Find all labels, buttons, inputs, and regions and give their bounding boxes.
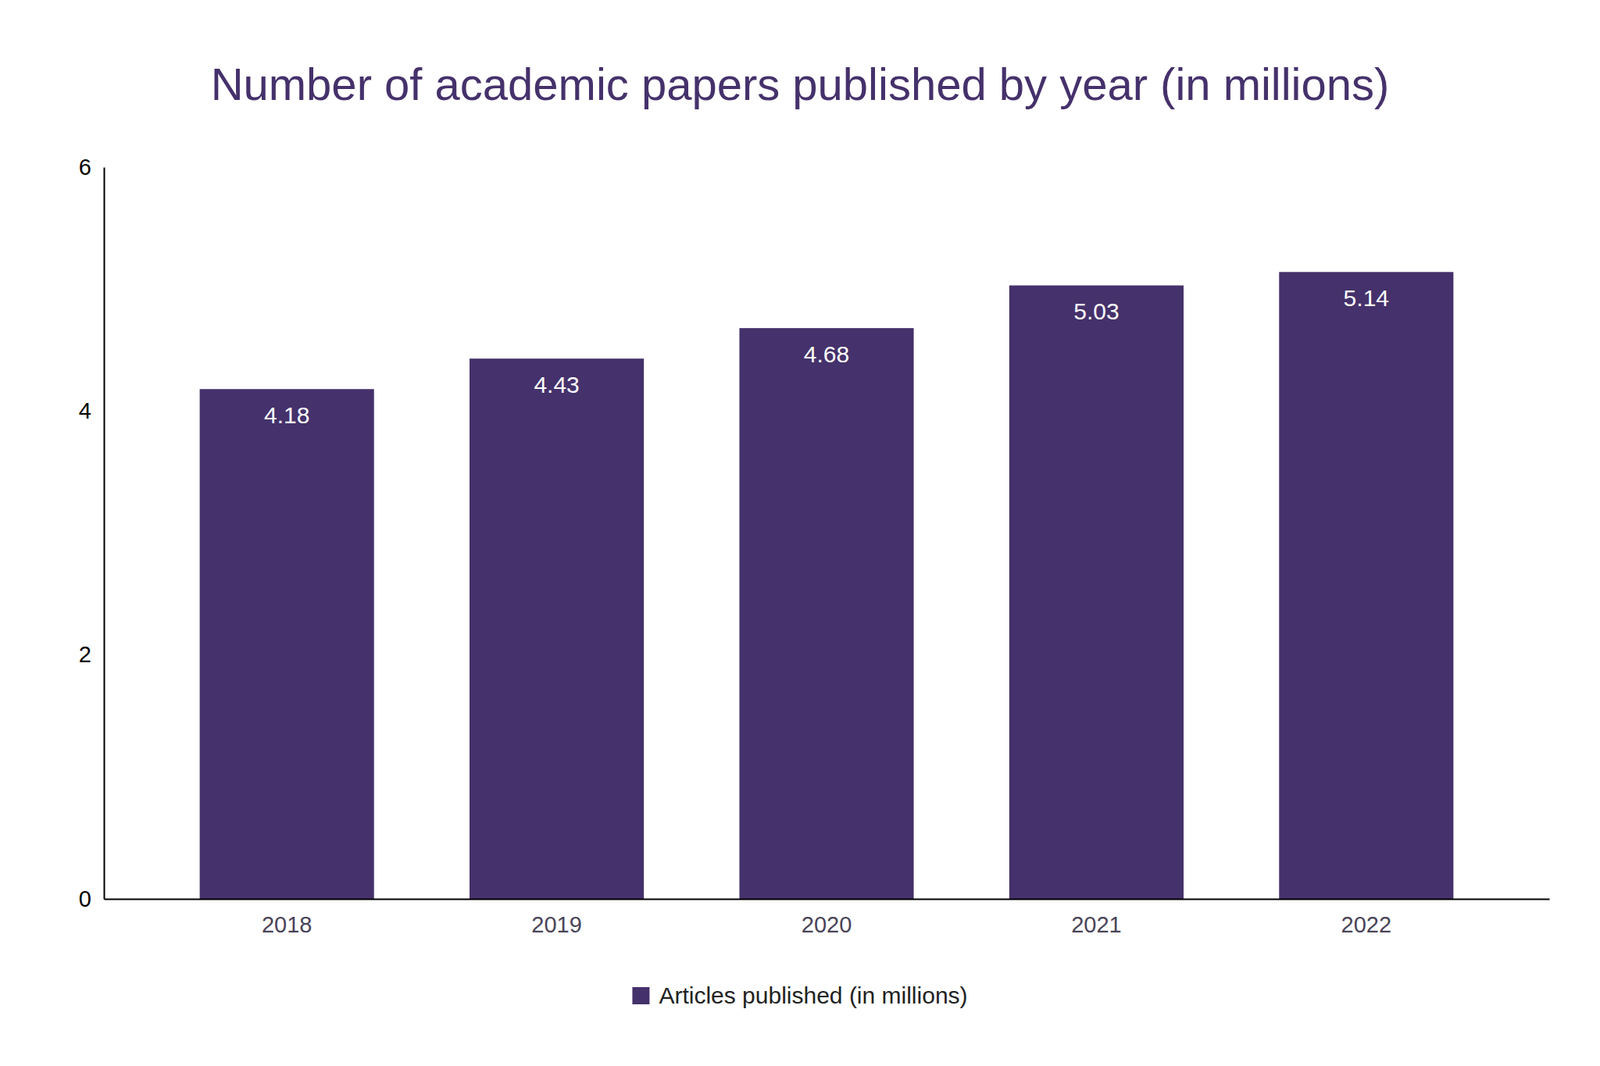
x-tick: 2019 (531, 899, 583, 938)
bar (739, 328, 914, 900)
data-label: 4.18 (264, 402, 310, 429)
chart-title: Number of academic papers published by y… (210, 58, 1390, 110)
data-label: 5.03 (1073, 298, 1119, 325)
data-labels: 4.18 4.43 4.68 5.03 5.14 (264, 285, 1390, 429)
x-tick: 2021 (1071, 899, 1122, 938)
x-tick-label: 2021 (1071, 912, 1122, 938)
chart: Number of academic papers published by y… (0, 0, 1600, 1066)
x-tick: 2020 (801, 899, 853, 938)
legend-swatch (632, 987, 650, 1005)
bar (1009, 285, 1184, 900)
y-tick: 6 (78, 154, 104, 180)
x-tick: 2018 (261, 899, 313, 938)
y-tick-label: 0 (78, 886, 92, 912)
x-axis: 2018 2019 2020 2021 2022 (104, 899, 1550, 938)
y-tick-label: 2 (78, 642, 92, 668)
y-tick-label: 6 (78, 154, 92, 180)
legend-label: Articles published (in millions) (658, 982, 968, 1009)
legend-item: Articles published (in millions) (632, 982, 968, 1009)
x-tick-label: 2018 (261, 912, 313, 938)
y-axis-line (103, 167, 106, 900)
y-tick: 4 (78, 398, 104, 424)
x-tick-label: 2020 (801, 912, 853, 938)
x-tick: 2022 (1341, 899, 1393, 938)
x-tick-label: 2019 (531, 912, 583, 938)
bars (200, 271, 1454, 900)
y-tick-label: 4 (78, 398, 92, 424)
x-axis-line (104, 899, 1550, 901)
y-tick: 0 (78, 886, 104, 912)
bar (1278, 271, 1454, 900)
x-tick-label: 2022 (1341, 912, 1393, 938)
data-label: 4.68 (803, 341, 850, 368)
y-tick: 2 (78, 642, 104, 668)
plot-area: 4.18 4.43 4.68 5.03 5.14 0 2 4 6 2018 2019 2020 2021… (78, 154, 1550, 938)
data-label: 5.14 (1343, 285, 1390, 311)
bar (200, 389, 375, 900)
legend: Articles published (in millions) (632, 982, 968, 1009)
y-axis: 0 2 4 6 (78, 154, 105, 912)
bar (469, 358, 644, 900)
data-label: 4.43 (533, 371, 579, 398)
